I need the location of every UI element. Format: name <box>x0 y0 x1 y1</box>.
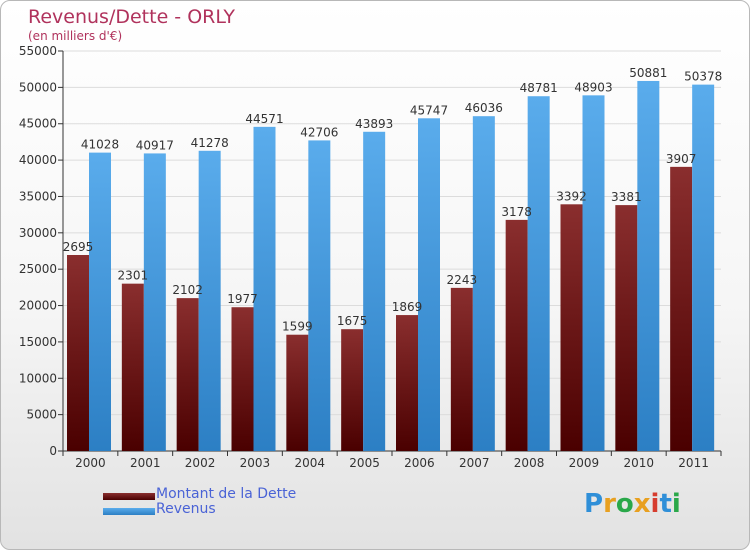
data-label-revenus: 45747 <box>410 103 448 117</box>
data-label-revenus: 41278 <box>191 136 229 150</box>
data-label-revenus: 43893 <box>355 117 393 131</box>
x-tick-label: 2000 <box>75 456 106 470</box>
legend-swatch-revenus <box>103 508 155 515</box>
proxiti-logo: Proxiti <box>584 489 681 519</box>
data-label-dette: 1869 <box>392 300 423 314</box>
logo-letter: i <box>650 489 660 519</box>
x-tick-label: 2002 <box>185 456 216 470</box>
data-label-dette: 3392 <box>556 189 587 203</box>
bar-revenus <box>582 95 605 451</box>
legend-label-dette: Montant de la Dette <box>156 486 297 502</box>
y-tick-label: 40000 <box>19 153 57 167</box>
data-label-revenus: 46036 <box>465 101 503 115</box>
data-label-dette: 3381 <box>611 190 642 204</box>
logo-letter: o <box>615 489 634 519</box>
bar-dette <box>121 283 144 451</box>
bar-revenus <box>253 126 276 451</box>
logo-letter: i <box>671 489 681 519</box>
bar-dette <box>67 255 89 451</box>
logo-letter: t <box>659 489 672 519</box>
bar-dette <box>176 298 199 451</box>
y-tick-label: 55000 <box>19 44 57 58</box>
y-tick-label: 15000 <box>19 335 57 349</box>
legend-swatch-dette <box>103 493 155 500</box>
bar-dette <box>615 205 638 451</box>
chart-title: Revenus/Dette - ORLY <box>28 6 236 28</box>
bar-revenus <box>637 80 660 451</box>
bar-dette <box>505 219 528 451</box>
bar-revenus <box>418 118 440 451</box>
chart-subtitle: (en milliers d'€) <box>28 29 123 43</box>
y-tick-label: 35000 <box>19 189 57 203</box>
x-tick-label: 2010 <box>623 456 654 470</box>
bar-revenus <box>198 150 221 451</box>
x-tick-label: 2004 <box>294 456 325 470</box>
x-tick-label: 2008 <box>514 456 545 470</box>
data-label-dette: 2243 <box>447 273 478 287</box>
logo-letter: x <box>633 489 651 519</box>
bar-dette <box>341 329 364 451</box>
data-label-revenus: 40917 <box>136 138 174 152</box>
bar-dette <box>560 204 583 451</box>
x-tick-label: 2009 <box>569 456 600 470</box>
data-label-dette: 2102 <box>172 283 203 297</box>
y-tick-label: 25000 <box>19 262 57 276</box>
x-tick-label: 2011 <box>678 456 709 470</box>
y-tick-label: 45000 <box>19 117 57 131</box>
bar-dette <box>286 334 309 451</box>
y-tick-label: 20000 <box>19 299 57 313</box>
bar-dette <box>450 287 473 451</box>
data-label-dette: 2695 <box>63 240 94 254</box>
bar-revenus <box>527 96 550 451</box>
data-label-revenus: 44571 <box>245 112 283 126</box>
x-tick-label: 2003 <box>240 456 271 470</box>
bar-revenus <box>89 152 111 451</box>
data-label-revenus: 41028 <box>81 138 119 152</box>
y-tick-label: 30000 <box>19 226 57 240</box>
bar-dette <box>231 307 254 451</box>
bar-revenus <box>143 153 166 451</box>
x-tick-label: 2006 <box>404 456 435 470</box>
data-label-dette: 1599 <box>282 320 313 334</box>
x-tick-label: 2001 <box>130 456 161 470</box>
legend-label-revenus: Revenus <box>156 501 216 517</box>
bar-dette <box>670 166 693 451</box>
data-label-revenus: 48903 <box>574 80 612 94</box>
y-tick-label: 10000 <box>19 371 57 385</box>
data-label-revenus: 42706 <box>300 125 338 139</box>
data-label-dette: 2301 <box>118 269 149 283</box>
y-tick-label: 0 <box>49 444 57 458</box>
data-label-dette: 1977 <box>227 292 258 306</box>
bar-revenus <box>308 140 331 452</box>
data-label-dette: 3907 <box>666 152 697 166</box>
x-tick-label: 2007 <box>459 456 490 470</box>
data-label-revenus: 48781 <box>520 81 558 95</box>
bar-revenus <box>472 116 495 452</box>
bar-revenus <box>363 131 386 451</box>
data-label-revenus: 50881 <box>629 66 667 80</box>
data-label-revenus: 50378 <box>684 70 722 84</box>
bar-revenus <box>692 84 715 451</box>
bar-dette <box>396 315 418 451</box>
logo-letter: P <box>584 489 604 519</box>
y-tick-label: 5000 <box>26 408 57 422</box>
y-tick-label: 50000 <box>19 80 57 94</box>
logo-letter: r <box>603 489 616 519</box>
data-label-dette: 1675 <box>337 314 368 328</box>
x-tick-label: 2005 <box>349 456 380 470</box>
data-label-dette: 3178 <box>501 205 532 219</box>
